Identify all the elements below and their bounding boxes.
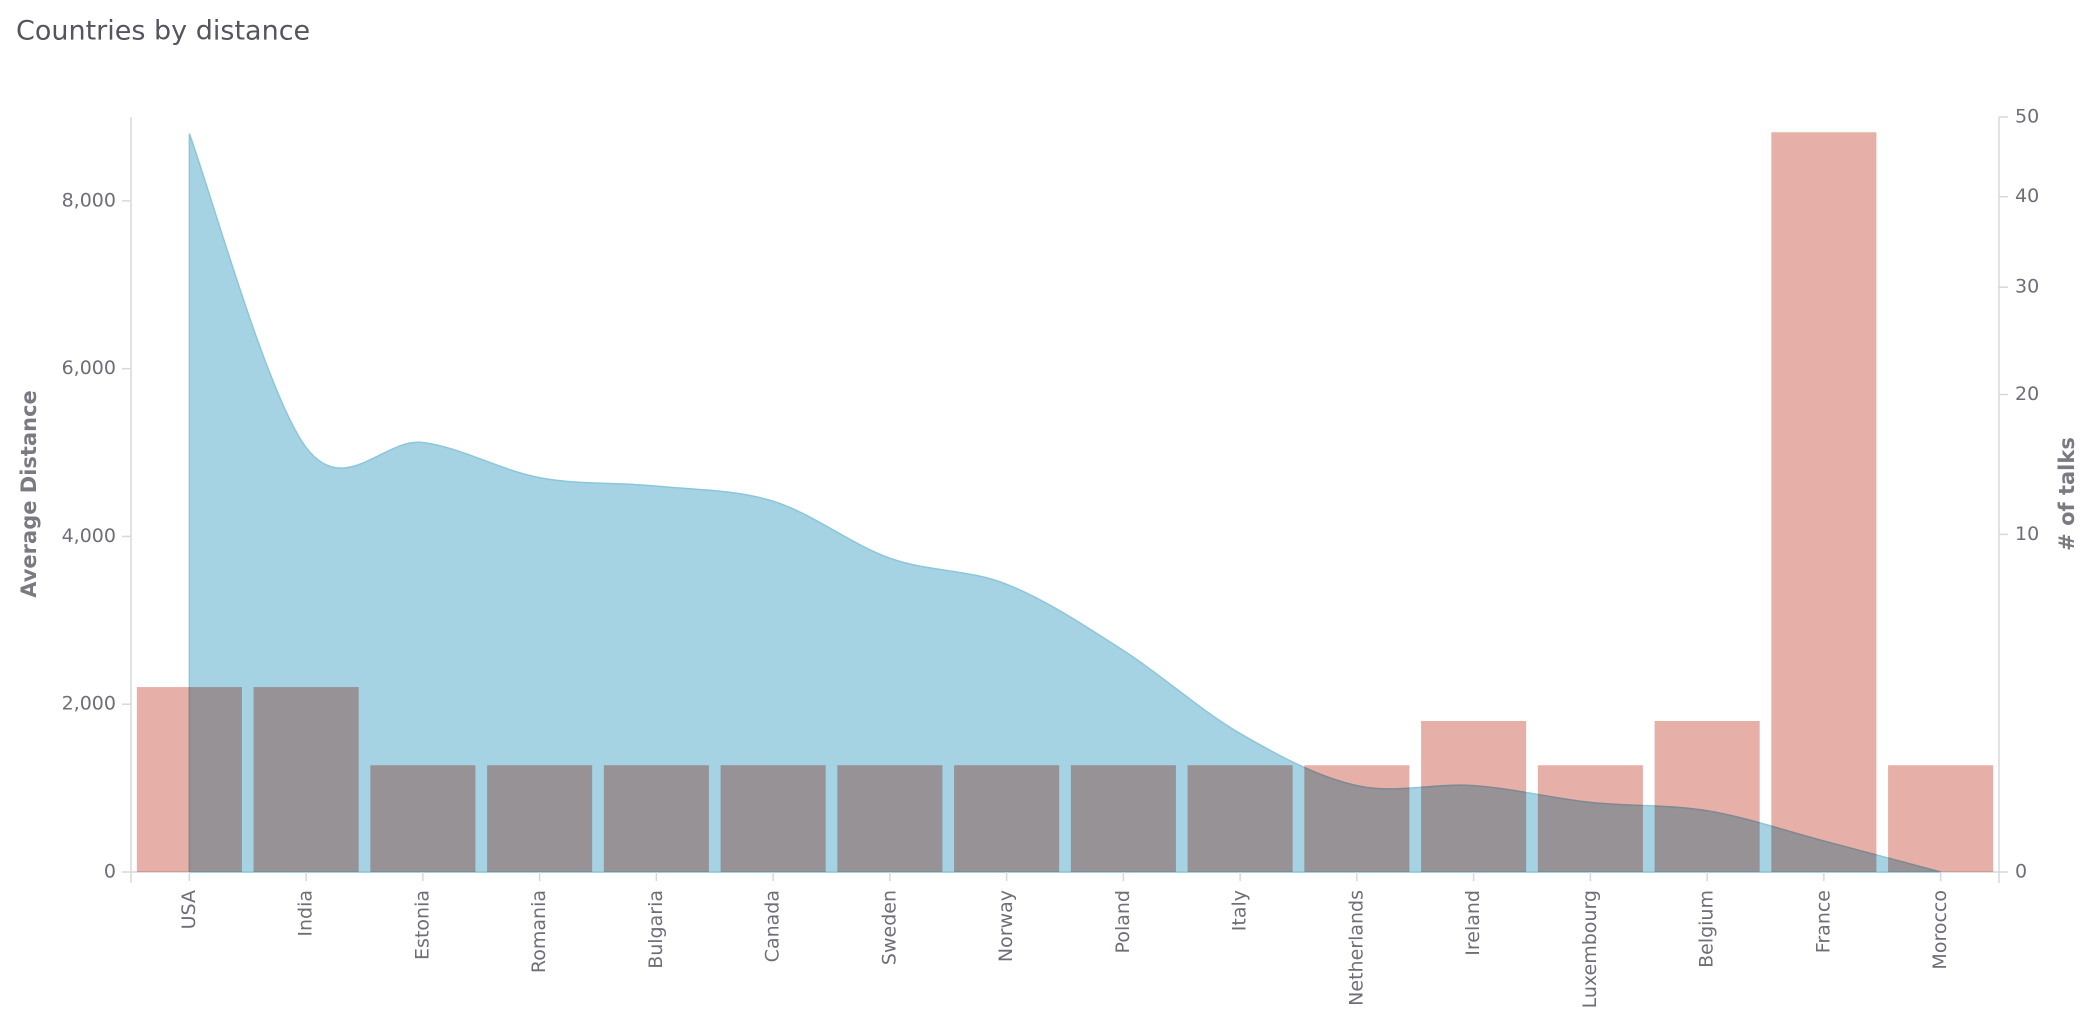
x-tick-label: Netherlands [1345, 890, 1367, 1006]
bar [487, 765, 593, 872]
x-tick-label: Poland [1112, 890, 1134, 953]
x-tick-label: Bulgaria [645, 890, 667, 969]
x-tick-label: Italy [1229, 890, 1251, 931]
chart-title: Countries by distance [16, 16, 310, 47]
x-tick-label: Luxembourg [1579, 890, 1601, 1008]
bar [837, 765, 943, 872]
bar [1187, 765, 1293, 872]
x-tick-label: Norway [995, 890, 1017, 962]
bar [253, 687, 359, 872]
x-tick-label: France [1812, 890, 1834, 953]
bar [1304, 765, 1410, 872]
y2-tick-label: 20 [2015, 383, 2039, 405]
bar [1654, 721, 1760, 872]
bar [136, 687, 242, 872]
bar [1888, 765, 1994, 872]
x-tick-label: Romania [528, 890, 550, 973]
y2-tick-label: 50 [2015, 106, 2039, 128]
x-tick-label: Ireland [1462, 890, 1484, 956]
bar [1537, 765, 1643, 872]
x-tick-label: Morocco [1929, 890, 1951, 970]
x-tick-label: USA [178, 890, 200, 929]
bar [1771, 132, 1877, 873]
y-axis-title: Average Distance [17, 390, 41, 598]
y2-tick-label: 30 [2015, 276, 2039, 298]
bar [1421, 721, 1527, 872]
y2-tick-label: 0 [2015, 861, 2027, 883]
y-tick-label: 4,000 [62, 525, 116, 547]
x-tick-label: Estonia [411, 890, 433, 960]
bar [954, 765, 1060, 872]
y-tick-label: 8,000 [62, 189, 116, 211]
x-tick-label: Belgium [1696, 890, 1718, 968]
y2-tick-label: 40 [2015, 185, 2039, 207]
x-tick-label: India [295, 890, 317, 937]
y-tick-label: 6,000 [62, 357, 116, 379]
x-tick-label: Sweden [878, 890, 900, 965]
bar [1070, 765, 1176, 872]
y-tick-label: 0 [104, 861, 116, 883]
x-tick-label: Canada [762, 890, 784, 962]
y-tick-label: 2,000 [62, 693, 116, 715]
bar [603, 765, 709, 872]
y2-tick-label: 10 [2015, 523, 2039, 545]
bar [720, 765, 826, 872]
bar [370, 765, 476, 872]
y2-axis-title: # of talks [2055, 437, 2079, 551]
